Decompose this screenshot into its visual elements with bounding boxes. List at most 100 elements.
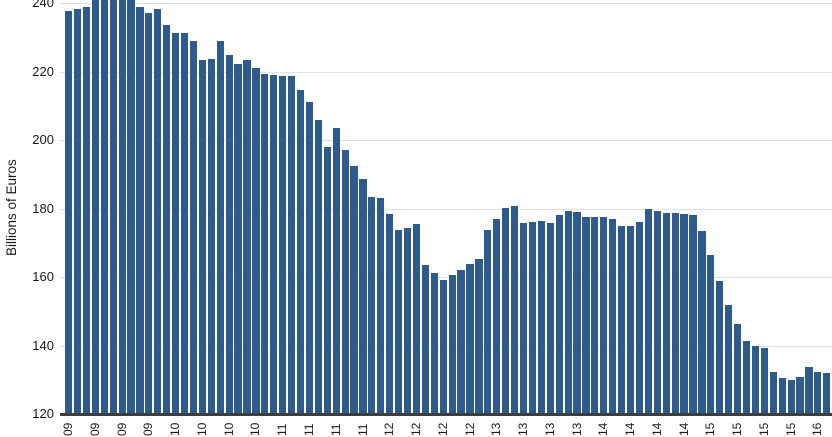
x-tick-label-2011-11: 11 (355, 423, 370, 436)
bar-2009-05 (91, 0, 99, 414)
bar-2010-10 (243, 60, 251, 414)
bar-2011-05 (305, 102, 314, 414)
y-tick-label-160: 160 (32, 269, 54, 284)
bar-2012-09 (448, 275, 456, 414)
x-tick-label-2012-02: 12 (382, 422, 397, 436)
bar-2011-08 (332, 128, 340, 414)
gridline-160 (60, 277, 832, 278)
y-tick-label-220: 220 (32, 63, 54, 79)
x-tick-label-2016-02: 16 (810, 422, 825, 436)
bar-2013-12 (582, 216, 590, 414)
x-tick-label-2010-08: 10 (221, 422, 236, 436)
x-tick-label-2015-08: 15 (756, 422, 771, 436)
bar-2014-07 (644, 209, 652, 414)
bar-2015-12 (796, 376, 804, 414)
x-tick-label-2009-11: 09 (141, 422, 156, 436)
bar-2016-03 (823, 373, 831, 414)
bar-2012-08 (439, 279, 447, 414)
x-tick-label-2015-02: 15 (703, 422, 718, 436)
bar-2015-10 (778, 378, 786, 414)
bar-2010-07 (216, 41, 224, 414)
bar-2011-10 (350, 165, 358, 414)
x-tick-label-2014-05: 14 (623, 422, 638, 436)
bar-2015-01 (698, 230, 706, 414)
x-tick-label-2014-11: 14 (676, 422, 691, 436)
bar-2010-03 (180, 32, 189, 414)
bar-2010-11 (252, 68, 260, 414)
bar-2016-01 (805, 366, 813, 414)
bar-2010-01 (163, 25, 171, 414)
bar-2015-03 (716, 280, 724, 414)
bar-2014-09 (662, 212, 670, 414)
bar-2013-02 (493, 219, 501, 414)
y-tick-label-140: 140 (32, 337, 54, 353)
x-tick-label-2015-05: 15 (730, 422, 745, 436)
bar-2013-06 (528, 221, 537, 414)
bar-2012-05 (412, 224, 421, 414)
bar-2011-03 (288, 75, 296, 414)
x-tick-label-2013-11: 13 (569, 422, 584, 436)
x-tick-label-2009-05: 09 (87, 422, 102, 436)
bar-2012-07 (430, 272, 438, 414)
bar-2009-10 (136, 7, 144, 414)
x-tick-label-2011-02: 11 (275, 423, 290, 436)
bar-2013-10 (564, 210, 572, 414)
x-tick-label-2011-05: 11 (301, 423, 316, 436)
x-axis-line (60, 413, 832, 416)
bar-2009-06 (100, 0, 108, 414)
gridline-220 (60, 71, 832, 73)
x-tick-label-2009-02: 09 (61, 422, 76, 436)
bar-2011-02 (279, 76, 287, 414)
y-tick-label-120: 120 (32, 406, 54, 421)
bar-2009-07 (109, 0, 117, 414)
x-tick-label-2013-02: 13 (489, 422, 504, 436)
bar-2010-09 (234, 64, 242, 414)
bar-2011-11 (359, 179, 367, 414)
bar-2014-08 (653, 210, 661, 414)
x-tick-label-2010-05: 10 (194, 422, 209, 436)
bar-2014-02 (600, 217, 608, 414)
bar-2013-09 (555, 215, 563, 414)
bar-2011-12 (368, 196, 376, 414)
bar-2010-08 (225, 55, 233, 414)
bar-2009-12 (154, 8, 162, 414)
bar-2016-02 (814, 371, 822, 414)
bar-2015-07 (751, 346, 760, 414)
y-tick-label-240: 240 (32, 0, 54, 11)
bar-2012-12 (475, 258, 483, 414)
bar-2014-06 (635, 221, 644, 414)
x-tick-label-2015-11: 15 (783, 422, 798, 436)
bar-2009-03 (73, 8, 82, 414)
bar-2012-10 (457, 270, 465, 414)
bar-2010-12 (261, 74, 269, 414)
bar-2015-09 (769, 371, 777, 414)
bar-2013-11 (573, 212, 581, 414)
bar-2012-04 (403, 228, 412, 414)
bar-2015-08 (760, 348, 768, 414)
bar-2011-07 (323, 146, 331, 414)
gridline-180 (60, 208, 832, 210)
bar-2015-06 (742, 341, 751, 414)
bar-2013-07 (537, 220, 545, 414)
x-tick-label-2010-11: 10 (248, 422, 263, 436)
x-tick-label-2012-05: 12 (409, 422, 423, 436)
bar-2012-06 (421, 265, 429, 414)
bar-2014-12 (689, 215, 697, 414)
gridline-240 (60, 3, 832, 5)
bar-2010-06 (207, 58, 215, 414)
bar-2014-11 (680, 214, 688, 414)
bar-2013-08 (546, 222, 554, 414)
x-tick-label-2014-08: 14 (649, 422, 664, 436)
bar-2013-04 (511, 205, 519, 414)
plot-area (60, 0, 832, 414)
bar-2015-02 (707, 255, 715, 414)
bar-2011-04 (296, 90, 305, 414)
bar-2013-05 (519, 223, 528, 414)
bar-2014-10 (671, 212, 679, 414)
bar-2012-11 (466, 264, 474, 414)
bar-2011-09 (341, 150, 349, 414)
bar-2014-05 (626, 226, 635, 414)
bar-2014-01 (591, 217, 599, 414)
x-tick-label-2013-05: 13 (516, 422, 530, 436)
